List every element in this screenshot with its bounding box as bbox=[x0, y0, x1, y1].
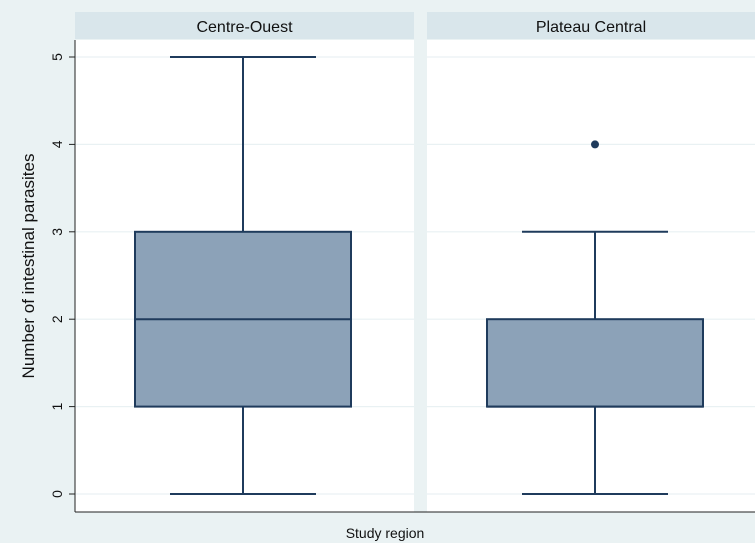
y-tick-label: 1 bbox=[49, 402, 65, 410]
y-axis-label: Number of intestinal parasites bbox=[19, 154, 38, 379]
y-tick-label: 2 bbox=[49, 315, 65, 323]
panel: Centre-Ouest bbox=[75, 12, 414, 512]
y-tick-label: 4 bbox=[49, 140, 65, 148]
y-axis: 0 1 2 3 4 5 bbox=[49, 40, 76, 512]
panel-background bbox=[427, 40, 755, 512]
panel-title: Plateau Central bbox=[536, 19, 646, 36]
iqr-box bbox=[486, 318, 704, 408]
panels: Centre-Ouest Plateau Central bbox=[75, 12, 755, 512]
outlier-point bbox=[591, 140, 599, 149]
y-tick-label: 5 bbox=[49, 53, 65, 61]
panel-title: Centre-Ouest bbox=[196, 19, 293, 36]
panel: Plateau Central bbox=[427, 12, 755, 512]
panel-strip bbox=[75, 12, 414, 39]
x-axis-label: Study region bbox=[346, 525, 425, 541]
y-tick-label: 3 bbox=[49, 228, 65, 236]
panel-strip bbox=[427, 12, 755, 39]
y-tick-label: 0 bbox=[49, 490, 65, 498]
